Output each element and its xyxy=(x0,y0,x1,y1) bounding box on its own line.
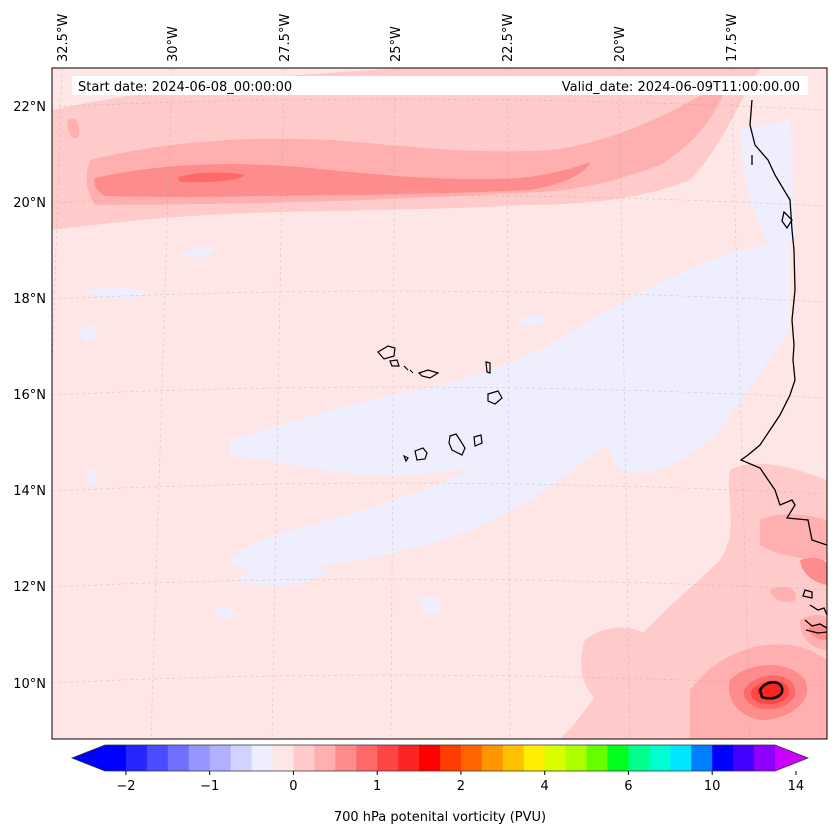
colorbar-tick-label: −1 xyxy=(200,779,219,794)
pv-band-north xyxy=(52,68,760,230)
lon-label: 22.5°W xyxy=(501,14,516,62)
colorbar-cell xyxy=(481,745,504,771)
colorbar-cell xyxy=(230,745,253,771)
colorbar: −2 −1 0 1 2 4 6 10 14 700 hPa potenital vorticit… xyxy=(70,744,810,825)
lat-label: 10°N xyxy=(13,677,46,692)
colorbar-cell xyxy=(440,745,462,771)
colorbar-tick-label: 6 xyxy=(624,779,632,794)
colorbar-cell xyxy=(607,745,629,771)
lon-label: 32.5°W xyxy=(56,14,71,62)
colorbar-cell xyxy=(544,745,567,771)
lat-label: 12°N xyxy=(13,580,46,595)
lat-label: 14°N xyxy=(13,484,46,499)
colorbar-cell xyxy=(146,745,169,771)
colorbar-cell xyxy=(356,745,378,771)
colorbar-cells xyxy=(105,745,776,771)
colorbar-cell xyxy=(209,745,232,771)
colorbar-cell xyxy=(586,745,608,771)
colorbar-cell xyxy=(377,745,399,771)
cape-verde-islands xyxy=(377,345,503,463)
lon-label: 17.5°W xyxy=(725,14,740,62)
colorbar-cell xyxy=(293,745,315,771)
map-panel xyxy=(52,68,827,739)
colorbar-tick-label: 1 xyxy=(373,779,381,794)
colorbar-cell xyxy=(628,745,650,771)
lat-label: 20°N xyxy=(13,196,46,211)
colorbar-over-triangle xyxy=(775,745,808,771)
colorbar-cell xyxy=(419,745,441,771)
colorbar-cell xyxy=(712,745,734,771)
colorbar-ticks: −2 −1 0 1 2 4 6 10 14 xyxy=(116,771,804,794)
coastlines xyxy=(739,99,827,700)
valid-date-label: Valid_date: 2024-06-09T11:00:00.00 xyxy=(562,80,800,95)
colorbar-under-triangle xyxy=(72,745,105,771)
info-strip xyxy=(72,76,808,95)
colorbar-tick-label: 10 xyxy=(704,779,721,794)
lat-labels: 22°N 20°N 18°N 16°N 14°N 12°N 10°N xyxy=(13,100,46,692)
lat-label: 18°N xyxy=(13,292,46,307)
colorbar-cell xyxy=(691,745,713,771)
pv-blobs-southeast xyxy=(560,463,827,739)
lon-label: 30°W xyxy=(166,26,181,62)
colorbar-tick-label: 2 xyxy=(457,779,465,794)
colorbar-cell xyxy=(523,745,546,771)
colorbar-cell xyxy=(754,745,776,771)
colorbar-tick-label: −2 xyxy=(116,779,135,794)
colorbar-cell xyxy=(398,745,420,771)
colorbar-cell xyxy=(272,745,294,771)
colorbar-tick-label: 14 xyxy=(788,779,805,794)
colorbar-cell xyxy=(314,745,336,771)
lon-label: 20°W xyxy=(613,26,628,62)
colorbar-cell xyxy=(670,745,692,771)
lon-labels: 32.5°W 30°W 27.5°W 25°W 22.5°W 20°W 17.5… xyxy=(56,14,740,62)
colorbar-cell xyxy=(251,745,273,771)
colorbar-tick-label: 4 xyxy=(541,779,549,794)
colorbar-tick-label: 0 xyxy=(289,779,297,794)
start-date-label: Start date: 2024-06-08_00:00:00 xyxy=(78,80,292,95)
negative-pv-areas xyxy=(80,120,795,620)
map-frame xyxy=(51,67,828,740)
colorbar-cell xyxy=(460,745,483,771)
lat-label: 22°N xyxy=(13,100,46,115)
colorbar-cell xyxy=(502,745,525,771)
colorbar-cell xyxy=(105,745,127,771)
colorbar-title: 700 hPa potenital vorticity (PVU) xyxy=(334,810,546,825)
lon-label: 27.5°W xyxy=(278,14,293,62)
colorbar-cell xyxy=(167,745,190,771)
lon-label: 25°W xyxy=(389,26,404,62)
colorbar-cell xyxy=(125,745,148,771)
colorbar-cell xyxy=(733,745,755,771)
colorbar-outline xyxy=(70,744,810,772)
africa-coast xyxy=(739,99,827,546)
colorbar-cell xyxy=(188,745,211,771)
colorbar-cell xyxy=(649,745,671,771)
gridlines xyxy=(52,68,827,739)
colorbar-cell xyxy=(335,745,357,771)
lat-label: 16°N xyxy=(13,388,46,403)
colorbar-cell xyxy=(565,745,588,771)
